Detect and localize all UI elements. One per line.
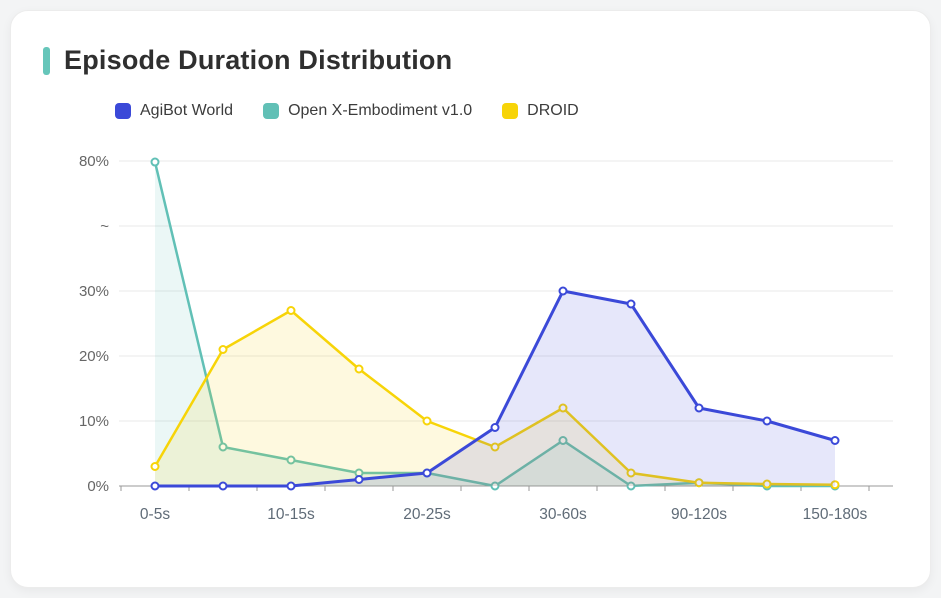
data-point-open-x-embodiment-v1-0[interactable] [558, 436, 568, 445]
data-point-droid[interactable] [354, 364, 364, 374]
data-point-agibot-world[interactable] [422, 468, 432, 478]
legend-item-droid[interactable]: DROID [502, 102, 579, 120]
legend-label-open-x-embodiment-v1-0: Open X-Embodiment v1.0 [288, 102, 473, 119]
series-area-droid [155, 310, 835, 486]
data-point-droid[interactable] [830, 480, 840, 490]
x-axis-tick-label: 10-15s [267, 506, 315, 523]
legend-swatch-open-x-embodiment-v1-0 [263, 103, 280, 119]
data-point-droid[interactable] [694, 478, 704, 488]
data-point-droid[interactable] [422, 416, 432, 426]
data-point-droid[interactable] [626, 468, 636, 478]
y-axis-tick-label: 10% [79, 413, 109, 430]
data-point-open-x-embodiment-v1-0[interactable] [626, 481, 636, 491]
series-area-open-x-embodiment-v1-0 [155, 162, 835, 486]
data-point-droid[interactable] [150, 462, 160, 471]
data-point-agibot-world[interactable] [830, 436, 840, 445]
page-title: Episode Duration Distribution [64, 45, 453, 75]
series-area-agibot-world [155, 291, 835, 486]
data-point-agibot-world[interactable] [150, 481, 160, 491]
data-point-agibot-world[interactable] [490, 423, 500, 432]
legend-label-agibot-world: AgiBot World [140, 102, 234, 119]
y-axis-tick-label: 0% [87, 478, 109, 495]
x-axis-tick-label: 30-60s [539, 506, 587, 523]
data-point-agibot-world[interactable] [286, 481, 296, 491]
data-point-agibot-world[interactable] [626, 299, 636, 309]
y-axis-tick-label: 80% [79, 153, 109, 170]
y-axis-tick-label: ~ [100, 218, 109, 235]
data-point-open-x-embodiment-v1-0[interactable] [218, 442, 228, 452]
data-point-agibot-world[interactable] [558, 286, 568, 296]
chart-card: Episode Duration Distribution AgiBot Wor… [10, 10, 931, 588]
title-accent-bar [43, 46, 50, 75]
data-point-droid[interactable] [286, 306, 296, 315]
data-point-open-x-embodiment-v1-0[interactable] [490, 481, 500, 491]
legend-label-droid: DROID [527, 102, 579, 119]
legend-item-open-x-embodiment-v1-0[interactable]: Open X-Embodiment v1.0 [263, 102, 472, 120]
x-axis-tick-label: 0-5s [140, 506, 170, 523]
chart-header: Episode Duration Distribution [43, 45, 910, 76]
data-point-agibot-world[interactable] [694, 403, 704, 413]
legend-swatch-agibot-world [115, 103, 131, 119]
x-axis-tick-label: 90-120s [671, 506, 727, 523]
chart-svg: 0% 10% 20% 30% ~80% 0-5s 10-15s 20-25s 30-60s 90-… [79, 153, 893, 523]
data-point-droid[interactable] [218, 345, 228, 354]
chart-legend: AgiBot World Open X-Embodiment v1.0 DROID [115, 102, 910, 120]
data-point-open-x-embodiment-v1-0[interactable] [150, 157, 160, 167]
data-point-droid[interactable] [762, 479, 772, 489]
x-axis-tick-label: 20-25s [403, 506, 451, 523]
legend-item-agibot-world[interactable]: AgiBot World [115, 102, 233, 120]
data-point-droid[interactable] [490, 442, 500, 452]
chart-area: 0% 10% 20% 30% ~80% 0-5s 10-15s 20-25s 30-60s 90-… [37, 136, 910, 541]
y-axis-tick-label: 30% [79, 283, 109, 300]
data-point-agibot-world[interactable] [762, 416, 772, 426]
legend-swatch-droid [502, 103, 519, 119]
data-point-open-x-embodiment-v1-0[interactable] [286, 455, 296, 465]
data-point-agibot-world[interactable] [354, 475, 364, 484]
data-point-agibot-world[interactable] [218, 481, 228, 491]
data-point-droid[interactable] [558, 403, 568, 413]
y-axis-tick-label: 20% [79, 348, 109, 365]
x-axis-tick-label: 150-180s [803, 506, 868, 523]
